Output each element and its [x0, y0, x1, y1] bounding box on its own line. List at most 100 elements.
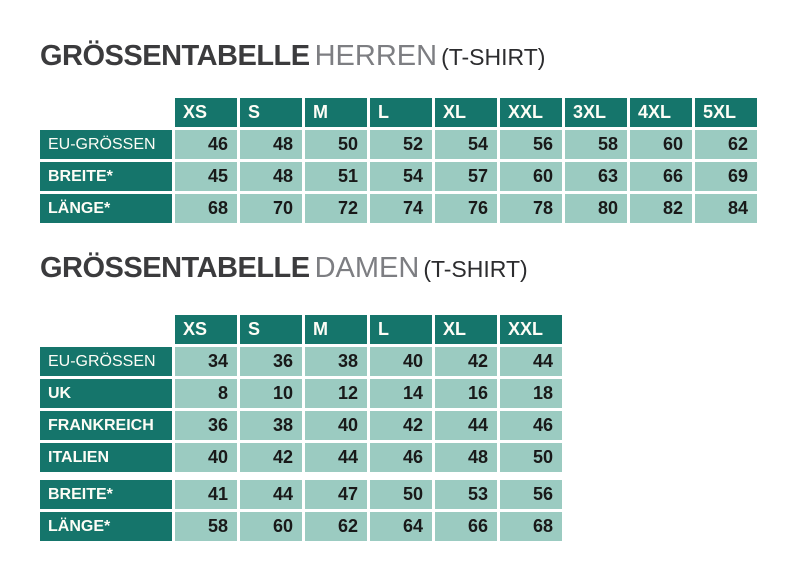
size-column-header: M: [305, 98, 367, 127]
row-label: LÄNGE*: [40, 194, 172, 223]
size-value-cell: 69: [695, 162, 757, 191]
size-value-cell: 36: [240, 347, 302, 376]
table-row: ITALIEN 40 42 44 46 48 50: [40, 443, 562, 472]
size-value-cell: 64: [370, 512, 432, 541]
table-corner-spacer: [40, 315, 172, 344]
size-column-header: XL: [435, 98, 497, 127]
size-value-cell: 54: [370, 162, 432, 191]
size-value-cell: 8: [175, 379, 237, 408]
title-main-damen: GRÖSSENTABELLE: [40, 252, 310, 284]
size-value-cell: 60: [630, 130, 692, 159]
size-value-cell: 48: [240, 162, 302, 191]
size-value-cell: 48: [240, 130, 302, 159]
size-value-cell: 42: [435, 347, 497, 376]
size-value-cell: 56: [500, 130, 562, 159]
table-row: BREITE* 41 44 47 50 53 56: [40, 480, 562, 509]
size-value-cell: 40: [370, 347, 432, 376]
size-value-cell: 66: [630, 162, 692, 191]
table-row: EU-GRÖSSEN 46 48 50 52 54 56 58 60 62: [40, 130, 757, 159]
column-header-row: XS S M L XL XXL: [40, 315, 562, 344]
title-product-damen: (T-SHIRT): [423, 256, 528, 282]
damen-size-table: XS S M L XL XXL EU-GRÖSSEN 34 36 38 40 42 44 UK 8 10 12 1…: [37, 312, 565, 544]
size-value-cell: 74: [370, 194, 432, 223]
size-column-header: S: [240, 98, 302, 127]
row-label: BREITE*: [40, 480, 172, 509]
size-value-cell: 57: [435, 162, 497, 191]
row-label: FRANKREICH: [40, 411, 172, 440]
size-value-cell: 44: [305, 443, 367, 472]
column-header-row: XS S M L XL XXL 3XL 4XL 5XL: [40, 98, 757, 127]
size-value-cell: 10: [240, 379, 302, 408]
table-row: LÄNGE* 68 70 72 74 76 78 80 82 84: [40, 194, 757, 223]
row-label: BREITE*: [40, 162, 172, 191]
herren-size-table: XS S M L XL XXL 3XL 4XL 5XL EU-GRÖSSEN 46 48 50 52 54 5…: [37, 95, 760, 226]
table-row: FRANKREICH 36 38 40 42 44 46: [40, 411, 562, 440]
title-main-herren: GRÖSSENTABELLE: [40, 40, 310, 72]
size-column-header: XS: [175, 315, 237, 344]
size-value-cell: 42: [240, 443, 302, 472]
size-column-header: XXL: [500, 315, 562, 344]
size-value-cell: 60: [240, 512, 302, 541]
row-label: UK: [40, 379, 172, 408]
size-value-cell: 56: [500, 480, 562, 509]
title-product-herren: (T-SHIRT): [441, 44, 546, 70]
title-audience-herren: HERREN: [314, 40, 438, 72]
size-value-cell: 50: [500, 443, 562, 472]
size-value-cell: 58: [175, 512, 237, 541]
size-value-cell: 53: [435, 480, 497, 509]
size-value-cell: 42: [370, 411, 432, 440]
size-value-cell: 16: [435, 379, 497, 408]
size-value-cell: 82: [630, 194, 692, 223]
row-label: EU-GRÖSSEN: [40, 130, 172, 159]
size-value-cell: 44: [435, 411, 497, 440]
size-value-cell: 44: [240, 480, 302, 509]
size-value-cell: 41: [175, 480, 237, 509]
table-row: UK 8 10 12 14 16 18: [40, 379, 562, 408]
row-label: LÄNGE*: [40, 512, 172, 541]
size-value-cell: 62: [695, 130, 757, 159]
size-value-cell: 54: [435, 130, 497, 159]
size-value-cell: 46: [175, 130, 237, 159]
size-value-cell: 40: [175, 443, 237, 472]
size-value-cell: 78: [500, 194, 562, 223]
size-value-cell: 80: [565, 194, 627, 223]
size-value-cell: 46: [500, 411, 562, 440]
size-column-header: L: [370, 98, 432, 127]
herren-table-title: GRÖSSENTABELLE HERREN (T-SHIRT): [40, 40, 545, 73]
size-value-cell: 84: [695, 194, 757, 223]
row-label: EU-GRÖSSEN: [40, 347, 172, 376]
table-row: BREITE* 45 48 51 54 57 60 63 66 69: [40, 162, 757, 191]
size-column-header: XS: [175, 98, 237, 127]
size-column-header: 4XL: [630, 98, 692, 127]
size-value-cell: 63: [565, 162, 627, 191]
size-column-header: 3XL: [565, 98, 627, 127]
group-spacer-row: [40, 475, 562, 477]
size-value-cell: 58: [565, 130, 627, 159]
damen-table-title: GRÖSSENTABELLE DAMEN (T-SHIRT): [40, 252, 528, 285]
size-value-cell: 47: [305, 480, 367, 509]
size-value-cell: 12: [305, 379, 367, 408]
size-value-cell: 51: [305, 162, 367, 191]
size-column-header: 5XL: [695, 98, 757, 127]
size-value-cell: 50: [305, 130, 367, 159]
table-row: EU-GRÖSSEN 34 36 38 40 42 44: [40, 347, 562, 376]
table-corner-spacer: [40, 98, 172, 127]
size-value-cell: 76: [435, 194, 497, 223]
size-column-header: L: [370, 315, 432, 344]
size-value-cell: 34: [175, 347, 237, 376]
size-value-cell: 48: [435, 443, 497, 472]
size-value-cell: 38: [305, 347, 367, 376]
size-value-cell: 18: [500, 379, 562, 408]
table-row: LÄNGE* 58 60 62 64 66 68: [40, 512, 562, 541]
size-column-header: XL: [435, 315, 497, 344]
size-value-cell: 44: [500, 347, 562, 376]
row-label: ITALIEN: [40, 443, 172, 472]
size-column-header: S: [240, 315, 302, 344]
title-audience-damen: DAMEN: [314, 252, 420, 284]
size-value-cell: 36: [175, 411, 237, 440]
size-value-cell: 45: [175, 162, 237, 191]
size-value-cell: 66: [435, 512, 497, 541]
size-value-cell: 68: [175, 194, 237, 223]
size-value-cell: 68: [500, 512, 562, 541]
